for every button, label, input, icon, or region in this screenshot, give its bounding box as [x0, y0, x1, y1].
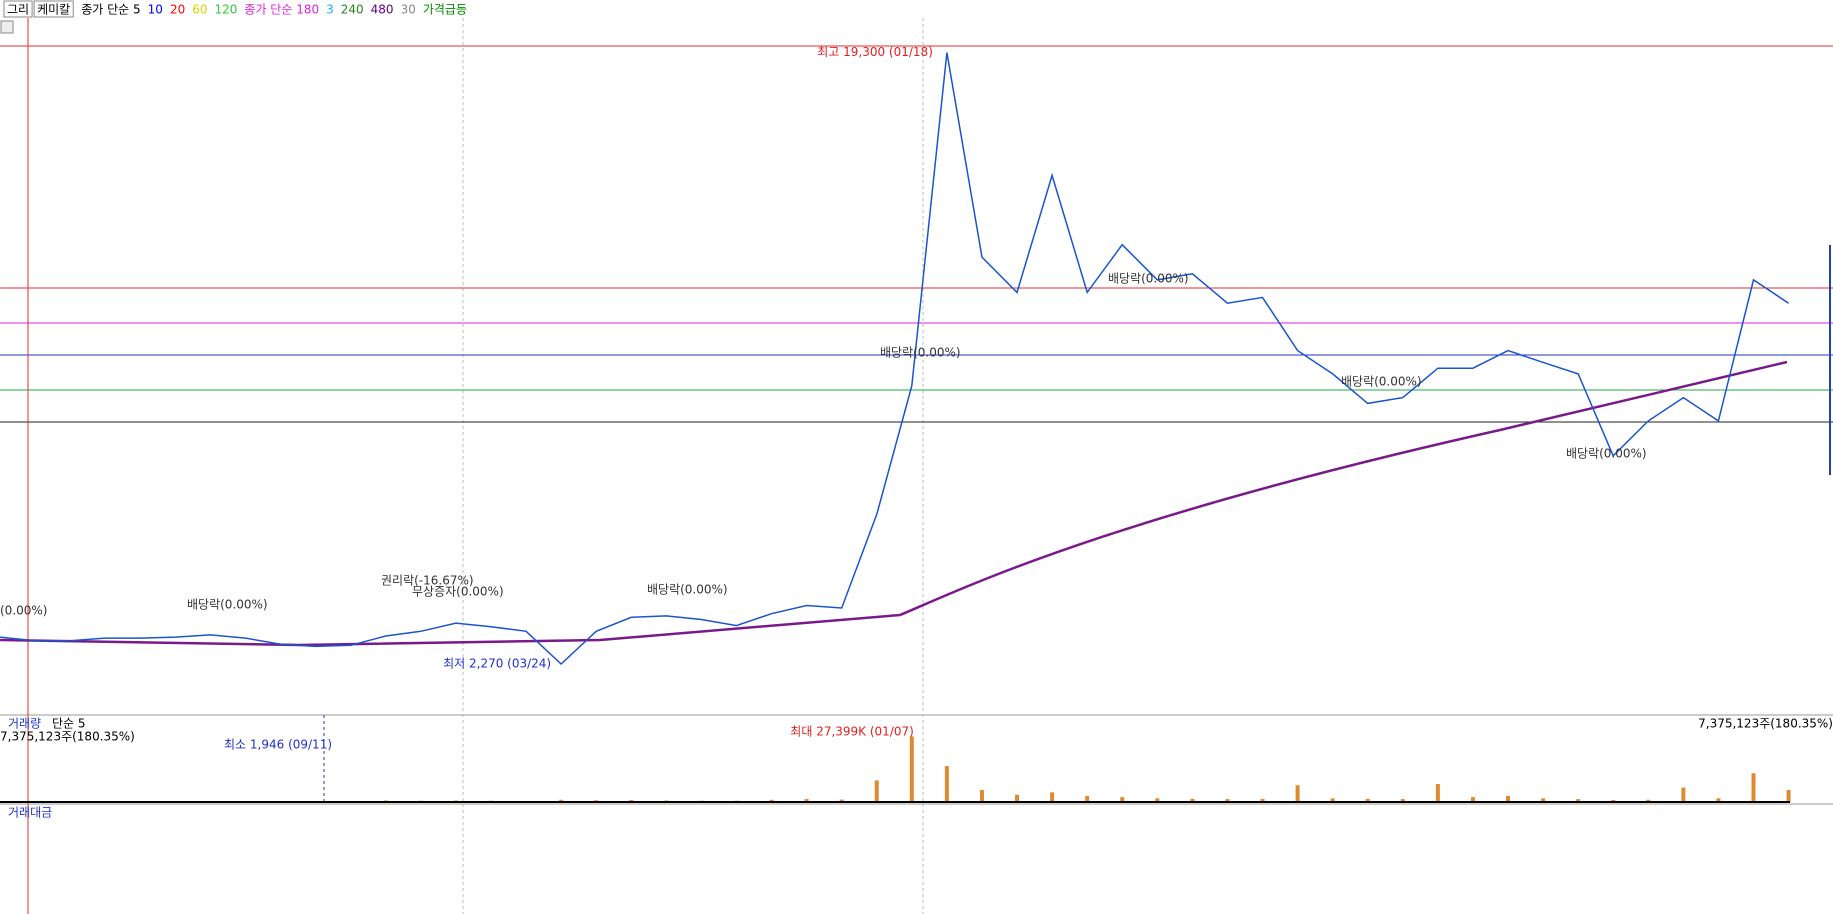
volume-bar: [909, 736, 914, 802]
tab-frame: [3, 0, 33, 18]
legend-item: 240: [341, 3, 364, 17]
legend-item: 60: [192, 3, 207, 17]
volume-bar: [1015, 794, 1020, 802]
volume-bar: [1330, 798, 1335, 802]
event-label: (0.00%): [0, 604, 47, 618]
legend-item: 480: [371, 3, 394, 17]
tab-frame: [33, 0, 74, 18]
legend-item: 종가 단순 5: [81, 3, 140, 17]
toolbar-icon[interactable]: [0, 20, 14, 34]
volume-bar: [1576, 799, 1581, 802]
event-label: 배당락(0.00%): [1566, 447, 1647, 461]
volume-bar: [1190, 798, 1195, 802]
volume-bar: [1786, 789, 1791, 802]
volume-bar: [979, 789, 984, 802]
volume-bar: [1050, 792, 1055, 802]
volume-current: 7,375,123주(180.35%): [1698, 717, 1833, 731]
legend-item: 3: [326, 3, 334, 17]
volume-bar: [1646, 799, 1651, 802]
volume-bar: [1751, 773, 1756, 802]
panel-title: 거래량: [8, 717, 41, 731]
legend-item: 120: [215, 3, 238, 17]
panel-title: 거래대금: [8, 806, 52, 820]
low-label: 최저 2,270 (03/24): [443, 656, 551, 670]
toolbar: [0, 0, 1833, 18]
event-label: 배당락(0.00%): [1341, 375, 1422, 389]
volume-bar: [1120, 797, 1125, 802]
legend-item: 30: [401, 3, 416, 17]
toolbar-tab[interactable]: 케미칼: [37, 3, 70, 17]
event-label: 권리락(-16.67%): [381, 574, 474, 588]
min-label: 최소 1,946 (09/11): [224, 738, 332, 752]
toolbar-tab[interactable]: 그리: [7, 3, 29, 17]
volume-bar: [1541, 798, 1546, 802]
volume-current: 7,375,123주(180.35%): [0, 730, 135, 744]
volume-bar: [839, 799, 844, 802]
volume-bar: [1225, 799, 1230, 802]
event-label: 무상증자(0.00%): [412, 585, 504, 599]
high-label: 최고 19,300 (01/18): [817, 45, 933, 59]
long-ma-line: [0, 360, 1788, 647]
event-label: 배당락(0.00%): [647, 583, 728, 597]
volume-bar: [1506, 795, 1511, 802]
volume-bar: [1716, 798, 1721, 802]
event-label: 배당락(0.00%): [880, 346, 961, 360]
price-line: [0, 52, 1790, 666]
volume-bar: [944, 766, 949, 802]
legend-item: 가격급등: [423, 3, 467, 17]
event-label: 배당락(0.00%): [1108, 272, 1189, 286]
volume-bar: [874, 780, 879, 802]
volume-bar: [1260, 798, 1265, 802]
volume-bar: [769, 799, 774, 802]
max-label: 최대 27,399K (01/07): [790, 725, 914, 739]
volume-bar: [559, 799, 564, 802]
legend-item: 10: [148, 3, 163, 17]
volume-bar: [1155, 798, 1160, 802]
volume-bar: [804, 799, 809, 802]
volume-bar: [1400, 799, 1405, 802]
volume-bar: [1435, 784, 1440, 802]
volume-bar: [1470, 797, 1475, 802]
volume-bar: [1681, 787, 1686, 802]
event-label: 배당락(0.00%): [187, 598, 268, 612]
volume-bar: [1295, 785, 1300, 802]
legend-item: 20: [170, 3, 185, 17]
legend-item: 종가 단순 180: [244, 3, 319, 17]
volume-bar: [1085, 795, 1090, 802]
panel-ma: 단순 5: [52, 717, 86, 731]
volume-bar: [1365, 798, 1370, 802]
